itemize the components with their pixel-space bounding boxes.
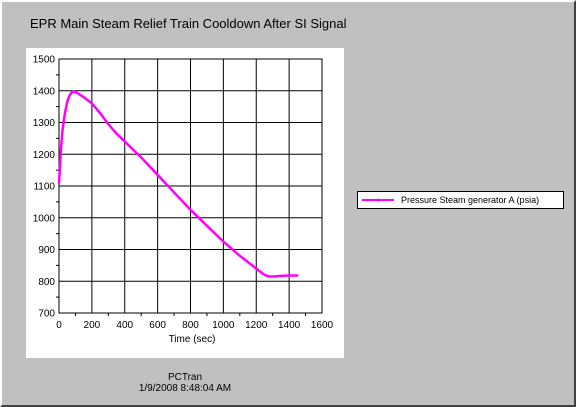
x-tick-label: 1000: [212, 320, 235, 331]
y-tick-label: 1400: [33, 86, 56, 97]
x-tick-label: 1200: [245, 320, 268, 331]
footer-app-name: PCTran: [167, 372, 203, 383]
footer-datetime: 1/9/2008 8:48:04 AM: [138, 383, 232, 394]
y-tick-label: 800: [38, 277, 55, 288]
series-layer: [57, 90, 299, 278]
legend: Pressure Steam generator A (psia): [357, 191, 564, 209]
tick-labels: 0 200 400 600 800 1000 1200 1400 1600 700 800 900 10…: [33, 55, 334, 332]
x-tick-label: 800: [182, 320, 199, 331]
y-tick-label: 1100: [33, 182, 55, 193]
series-line-0: [57, 90, 299, 278]
legend-entry-label: Pressure Steam generator A (psia): [401, 195, 540, 205]
x-tick-label: 0: [56, 320, 62, 331]
y-tick-label: 1300: [33, 118, 56, 129]
grid: [56, 58, 323, 316]
x-tick-label: 1600: [311, 320, 334, 331]
y-tick-label: 700: [38, 309, 55, 320]
x-tick-label: 200: [84, 320, 101, 331]
y-tick-label: 1200: [33, 150, 56, 161]
y-tick-label: 1500: [33, 55, 56, 66]
legend-swatch-icon: [362, 198, 394, 202]
x-axis-title: Time (sec): [169, 334, 216, 345]
x-tick-label: 1400: [278, 320, 301, 331]
y-tick-label: 1000: [33, 213, 56, 224]
x-tick-label: 400: [116, 320, 133, 331]
y-tick-label: 900: [38, 245, 55, 256]
chart-title: EPR Main Steam Relief Train Cooldown Aft…: [30, 16, 347, 31]
x-tick-label: 600: [149, 320, 166, 331]
